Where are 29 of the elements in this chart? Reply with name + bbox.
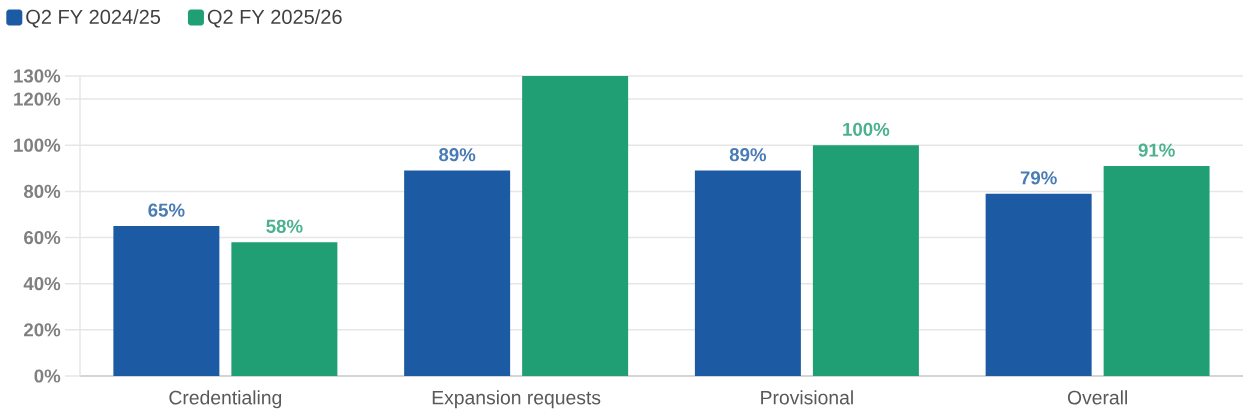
data-label: 89% bbox=[729, 148, 767, 162]
data-label: 79% bbox=[1020, 171, 1057, 185]
bar bbox=[404, 170, 511, 376]
bar bbox=[113, 226, 220, 376]
bar bbox=[1103, 166, 1210, 376]
y-tick-label: 100% bbox=[14, 138, 61, 152]
data-label: 100% bbox=[843, 122, 890, 136]
legend-label: Q2 FY 2024/25 bbox=[26, 9, 161, 28]
data-label: 65% bbox=[148, 203, 185, 217]
bar bbox=[522, 75, 629, 376]
y-tick-label: 40% bbox=[23, 277, 61, 291]
legend-label: Q2 FY 2025/26 bbox=[207, 9, 342, 28]
data-label: 91% bbox=[1138, 143, 1175, 157]
y-tick-label: 80% bbox=[23, 184, 61, 198]
y-tick-label: 60% bbox=[24, 230, 61, 245]
data-label: 89% bbox=[439, 148, 476, 162]
bar bbox=[694, 170, 801, 376]
x-tick-label: Expansion requests bbox=[432, 390, 601, 409]
data-label: 58% bbox=[266, 219, 303, 233]
bar bbox=[812, 145, 919, 376]
y-tick-label: 0% bbox=[34, 369, 61, 383]
y-tick-label: 130% bbox=[14, 69, 61, 83]
bar bbox=[985, 193, 1092, 376]
y-tick-label: 20% bbox=[24, 323, 61, 337]
y-tick-label: 120% bbox=[14, 92, 61, 106]
x-tick-label: Overall bbox=[1067, 390, 1127, 405]
x-tick-label: Credentialing bbox=[169, 390, 282, 409]
bar bbox=[231, 242, 338, 376]
x-tick-label: Provisional bbox=[761, 390, 853, 405]
